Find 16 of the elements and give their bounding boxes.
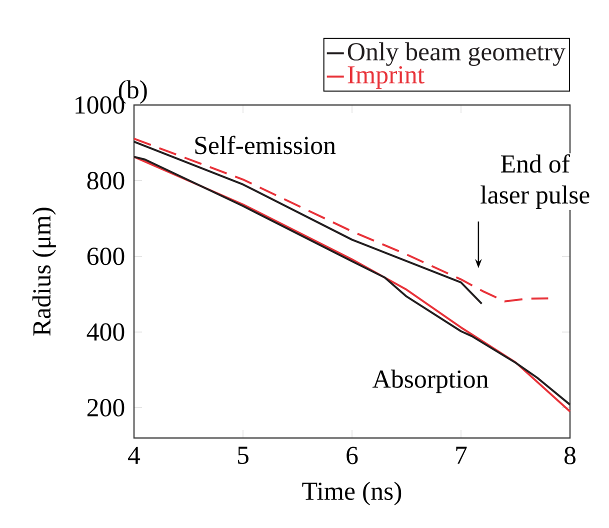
y-tick-label: 400 [86,323,124,341]
y-tick-label: 800 [87,172,124,190]
x-tick-label: 6 [346,446,358,464]
y-axis-title: Radius (μm) [32,208,56,336]
annotation: End of laser pulse [480,154,590,209]
legend-label: Imprint [348,66,424,89]
y-tick-label: 600 [87,248,124,266]
x-tick-label: 5 [238,446,248,464]
annotation: Self-emission [195,136,336,154]
annotation: Absorption [372,370,488,394]
legend-label: Only beam geometry [348,42,566,66]
x-axis-title: Time (ns) [302,482,402,506]
y-tick-label: 200 [87,398,124,416]
x-tick-label: 7 [456,446,467,464]
x-tick-label: 8 [564,446,576,464]
x-tick-label: 4 [128,446,140,464]
